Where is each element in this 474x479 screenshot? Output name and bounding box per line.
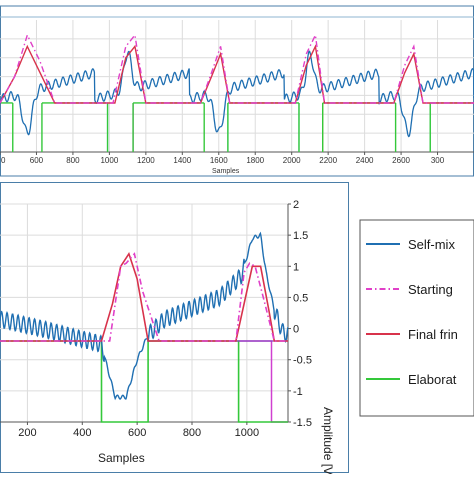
legend-label: Final frin [408,327,458,342]
top-x-ticks: 0 600 800 1000 1200 1400 1600 1800 2000 2200 2400 2… [0,152,445,165]
bottom-starting-series [0,252,288,342]
bottom-y-tick-label: 0 [293,324,299,336]
bottom-elaborated-series [0,340,288,423]
bottom-y-tick-label: 2 [293,199,299,211]
bottom-chart-panel: 200 400 600 800 1000 2 1.5 1 0.5 0 -0.5 -1 -1.5 Sam… [0,182,474,478]
bottom-y-axis-label: Amplitude [V] [321,407,335,474]
bottom-y-tick-label: -0.5 [293,355,312,367]
bottom-x-tick-label: 600 [128,427,146,439]
top-final-series [0,44,474,104]
top-x-tick-label: 1600 [210,156,228,165]
top-chart-frame [0,5,474,177]
top-x-tick-label: 1200 [137,156,155,165]
legend-box [359,219,474,417]
top-x-tick-label: 2400 [356,156,374,165]
bottom-chart: 200 400 600 800 1000 2 1.5 1 0.5 0 -0.5 -1 -1.5 Sam… [0,182,474,478]
top-x-tick-label: 1400 [173,156,191,165]
bottom-y-ticks: 2 1.5 1 0.5 0 -0.5 -1 -1.5 [288,199,312,429]
bottom-x-tick-label: 400 [73,427,91,439]
top-x-tick-label: 800 [66,156,80,165]
bottom-self-mix-series [0,231,289,401]
bottom-x-axis-label: Samples [98,451,145,465]
bottom-y-tick-label: 1.5 [293,230,308,242]
top-x-tick-label: 2200 [319,156,337,165]
top-x-tick-label: 2000 [283,156,301,165]
bottom-y-tick-label: -1 [293,386,303,398]
top-chart-panel: 0 600 800 1000 1200 1400 1600 1800 2000 2200 2400 2… [0,0,474,178]
bottom-y-tick-label: 1 [293,261,299,273]
legend-label: Self-mix [408,237,455,252]
top-chart: 0 600 800 1000 1200 1400 1600 1800 2000 2200 2400 2… [0,5,474,177]
bottom-series [0,231,289,423]
top-x-tick-label: 0 [1,156,6,165]
top-x-tick-label: 1800 [246,156,264,165]
bottom-x-tick-label: 200 [18,427,36,439]
top-series [0,32,474,152]
top-x-tick-label: 2600 [392,156,410,165]
bottom-chart-frame [0,182,349,473]
top-x-tick-label: 300 [431,156,445,165]
legend-label: Elaborat [408,372,457,387]
top-starting-series [0,32,474,104]
bottom-x-ticks: 200 400 600 800 1000 [18,422,259,439]
bottom-y-tick-label: -1.5 [293,417,312,429]
top-x-axis-label: Samples [212,168,240,175]
legend: Self-mix Starting Final frin Elaborat [366,237,458,387]
legend-label: Starting [408,282,453,297]
top-x-tick-label: 1000 [100,156,118,165]
top-x-tick-label: 600 [30,156,44,165]
bottom-x-tick-label: 800 [183,427,201,439]
bottom-x-tick-label: 1000 [235,427,259,439]
bottom-y-tick-label: 0.5 [293,292,308,304]
